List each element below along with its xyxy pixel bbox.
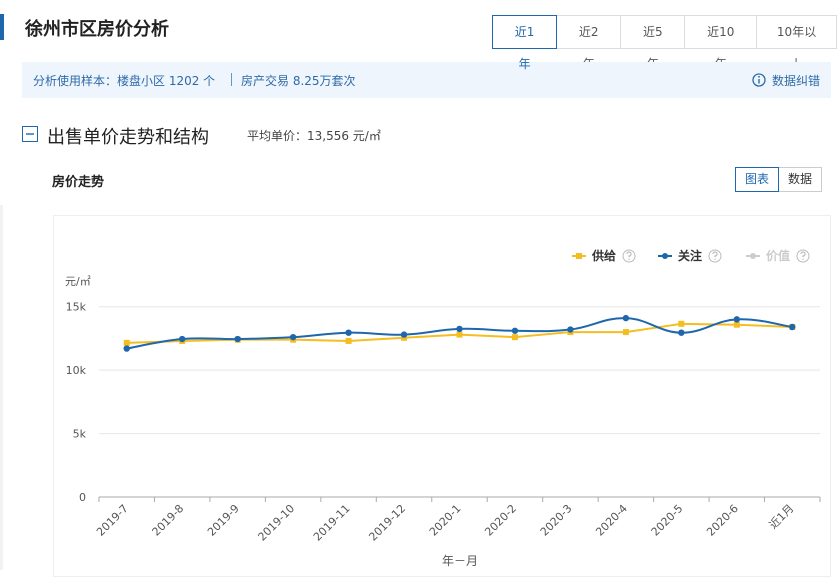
data-point <box>511 334 518 341</box>
panel-title: 房价走势 <box>52 175 105 190</box>
x-tick-label: 2020-3 <box>538 502 575 539</box>
help-icon <box>712 251 718 258</box>
x-tick-label: 2020-1 <box>427 502 464 539</box>
data-point <box>789 323 796 331</box>
transactions-text: 房产交易 8.25万套次 <box>241 74 356 88</box>
data-point <box>733 321 740 328</box>
data-point <box>234 335 241 343</box>
average-price: 平均单价：13,556 元/㎡ <box>247 129 381 143</box>
data-point <box>678 329 685 336</box>
section-title: 出售单价走势和结构 <box>47 127 209 148</box>
x-tick-label: 2019-11 <box>311 502 353 544</box>
chart: 元/㎡ 0 5k 10k 15k 2019-7 2019-8 2019-9 2019-10 201… <box>65 248 821 568</box>
time-tab[interactable]: 10年以上 <box>756 15 837 71</box>
y-tick-label: 15k <box>66 301 87 314</box>
x-tick-label: 近1月 <box>767 502 797 532</box>
x-axis-label: 年－月 <box>442 554 478 568</box>
sample-text: 分析使用样本：楼盘小区 1202 个 <box>33 74 216 88</box>
data-point <box>345 337 352 344</box>
info-icon <box>752 73 766 87</box>
side-line <box>0 205 3 570</box>
help-icon <box>708 249 722 263</box>
legend-label: 价值 <box>766 248 790 263</box>
x-tick-label: 2019-7 <box>94 502 131 539</box>
help-icon <box>622 249 636 263</box>
view-button[interactable]: 图表 <box>735 167 780 192</box>
legend-marker <box>576 253 582 259</box>
page-title: 徐州市区房价分析 <box>25 19 169 40</box>
legend-marker <box>662 253 668 259</box>
time-tab[interactable]: 近2 年 <box>556 15 622 71</box>
data-point <box>123 339 130 346</box>
y-tick-label: 10k <box>66 364 87 377</box>
collapse-icon[interactable] <box>22 126 39 143</box>
data-point <box>733 316 741 323</box>
data-point <box>567 326 574 333</box>
time-tab[interactable]: 近10 年 <box>684 15 758 71</box>
x-tick-label: 2019-10 <box>256 502 298 544</box>
legend-marker <box>750 253 756 259</box>
help-icon <box>796 249 810 263</box>
time-tab[interactable]: 近1 年 <box>492 15 558 71</box>
x-tick-label: 2020-5 <box>649 502 686 539</box>
help-icon <box>628 258 630 261</box>
x-tick-label: 2019-12 <box>366 502 408 544</box>
data-point <box>345 329 352 336</box>
data-point <box>400 331 408 338</box>
data-point <box>511 327 519 334</box>
x-tick-label: 2020-6 <box>704 502 741 539</box>
x-tick-label: 2020-2 <box>482 502 519 539</box>
data-point <box>678 320 685 327</box>
data-point <box>622 329 629 336</box>
data-point <box>456 325 463 333</box>
data-point <box>123 345 130 352</box>
data-point <box>289 333 297 341</box>
help-icon <box>626 251 632 258</box>
x-tick-label: 2020-4 <box>593 502 630 539</box>
time-tabs: 近1 年近2 年近5 年近10 年10年以上 <box>492 15 837 71</box>
data-point <box>456 331 463 338</box>
y-tick-label: 0 <box>79 491 86 504</box>
help-icon <box>800 251 806 258</box>
accent-bar <box>0 14 4 40</box>
y-tick-label: 5k <box>73 428 87 441</box>
x-tick-label: 2019-9 <box>205 502 242 539</box>
data-point <box>178 335 186 343</box>
data-point <box>622 314 630 322</box>
y-axis-label: 元/㎡ <box>65 275 91 288</box>
feedback-link[interactable]: 数据纠错 <box>772 74 821 88</box>
view-switch: 图表 数据 <box>735 167 823 192</box>
time-tab[interactable]: 近5 年 <box>620 15 686 71</box>
separator <box>231 73 232 86</box>
x-tick-label: 2019-8 <box>150 502 187 539</box>
legend-label: 关注 <box>678 248 702 263</box>
help-icon <box>802 258 804 261</box>
help-icon <box>714 258 716 261</box>
info-bar: 分析使用样本：楼盘小区 1202 个 房产交易 8.25万套次 数据纠错 <box>22 62 831 98</box>
view-button[interactable]: 数据 <box>778 167 823 192</box>
legend-label: 供给 <box>591 248 616 263</box>
